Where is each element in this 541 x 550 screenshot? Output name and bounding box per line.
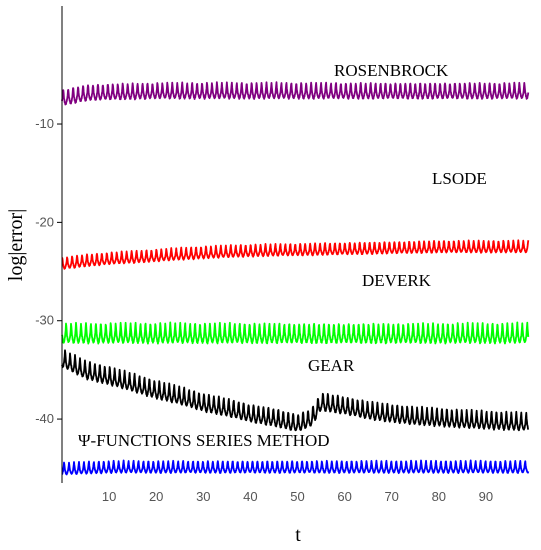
series-line-1	[61, 81, 530, 106]
x-ticks: 10 20 30 40 50 60 70 80 90	[102, 489, 493, 504]
y-ticks: -10 -20 -30 -40	[35, 116, 62, 426]
x-tick-label: 10	[102, 489, 116, 504]
x-tick-label: 70	[384, 489, 398, 504]
x-axis-title: t	[295, 524, 301, 546]
y-tick-label: -20	[35, 214, 54, 229]
x-tick-label: 20	[149, 489, 163, 504]
series-line-5	[61, 459, 530, 476]
series-label-psi-method: Ψ-FUNCTIONS SERIES METHOD	[78, 431, 330, 450]
series-line-3	[61, 321, 530, 345]
y-axis-title: log|error|	[5, 209, 27, 281]
y-tick-label: -40	[35, 411, 54, 426]
series-label-deverk: DEVERK	[362, 271, 432, 290]
x-tick-label: 50	[290, 489, 304, 504]
x-tick-label: 80	[432, 489, 446, 504]
y-tick-label: -30	[35, 313, 54, 328]
series-label-gear: GEAR	[308, 356, 355, 375]
x-tick-label: 30	[196, 489, 210, 504]
series-line-2	[61, 239, 530, 270]
x-tick-label: 90	[479, 489, 493, 504]
x-tick-label: 40	[243, 489, 257, 504]
series-line-4	[61, 349, 530, 432]
x-tick-label: 60	[337, 489, 351, 504]
series-layer	[61, 81, 530, 476]
y-tick-label: -10	[35, 116, 54, 131]
series-label-lsode: LSODE	[432, 169, 487, 188]
series-label-rosenbrock: ROSENBROCK	[334, 61, 449, 80]
